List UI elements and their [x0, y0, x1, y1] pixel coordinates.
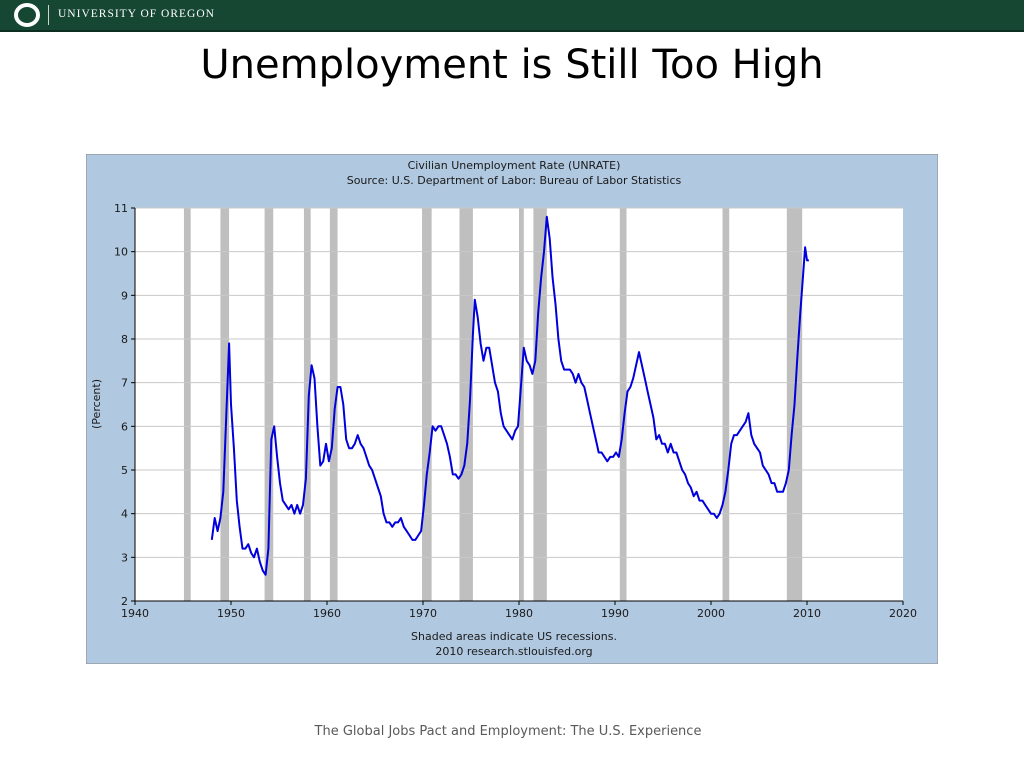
y-tick-label: 5 [121, 464, 128, 477]
x-tick-label: 1940 [121, 607, 149, 620]
oregon-o-logo-icon [14, 3, 40, 27]
recession-band [422, 208, 432, 601]
x-tick-label: 2020 [889, 607, 917, 620]
y-tick-label: 7 [121, 377, 128, 390]
x-tick-label: 1970 [409, 607, 437, 620]
university-name: UNIVERSITY OF OREGON [58, 8, 215, 20]
x-tick-label: 1950 [217, 607, 245, 620]
x-tick-label: 1990 [601, 607, 629, 620]
chart-svg: Civilian Unemployment Rate (UNRATE) Sour… [85, 153, 939, 665]
chart-note-source: 2010 research.stlouisfed.org [435, 645, 592, 658]
university-header-bar: UNIVERSITY OF OREGON [0, 0, 1024, 32]
chart-note-recessions: Shaded areas indicate US recessions. [411, 630, 617, 643]
grid-lines [135, 207, 903, 558]
y-tick-label: 10 [114, 246, 128, 259]
y-tick-label: 11 [114, 202, 128, 215]
slide-footer: The Global Jobs Pact and Employment: The… [314, 724, 702, 739]
recession-band [459, 208, 473, 601]
recession-band [183, 208, 191, 601]
recession-band [722, 208, 730, 601]
x-tick-label: 2000 [697, 607, 725, 620]
y-tick-label: 3 [121, 551, 128, 564]
recession-band [619, 208, 627, 601]
y-tick-label: 6 [121, 420, 128, 433]
recession-band [533, 208, 547, 601]
chart-subtitle: Source: U.S. Department of Labor: Bureau… [347, 174, 682, 187]
series-line-unrate [210, 215, 809, 576]
y-tick-label: 8 [121, 333, 128, 346]
recession-band [519, 208, 524, 601]
y-tick-label: 4 [121, 508, 128, 521]
recession-band [264, 208, 274, 601]
axes: 2 3 4 5 6 7 8 9 10 11 1940 1950 1960 1970 1980 1990 2000… [114, 202, 917, 620]
slide-title: Unemployment is Still Too High [200, 42, 824, 88]
y-axis-label: (Percent) [90, 379, 103, 429]
recession-band [220, 208, 230, 601]
y-tick-label: 9 [121, 289, 128, 302]
recession-band [303, 208, 311, 601]
x-tick-label: 1980 [505, 607, 533, 620]
recession-band [329, 208, 338, 601]
chart-title: Civilian Unemployment Rate (UNRATE) [408, 159, 621, 172]
x-tick-label: 1960 [313, 607, 341, 620]
x-tick-label: 2010 [793, 607, 821, 620]
y-tick-label: 2 [121, 595, 128, 608]
unemployment-chart: Civilian Unemployment Rate (UNRATE) Sour… [85, 153, 939, 665]
logo-divider [48, 5, 49, 25]
